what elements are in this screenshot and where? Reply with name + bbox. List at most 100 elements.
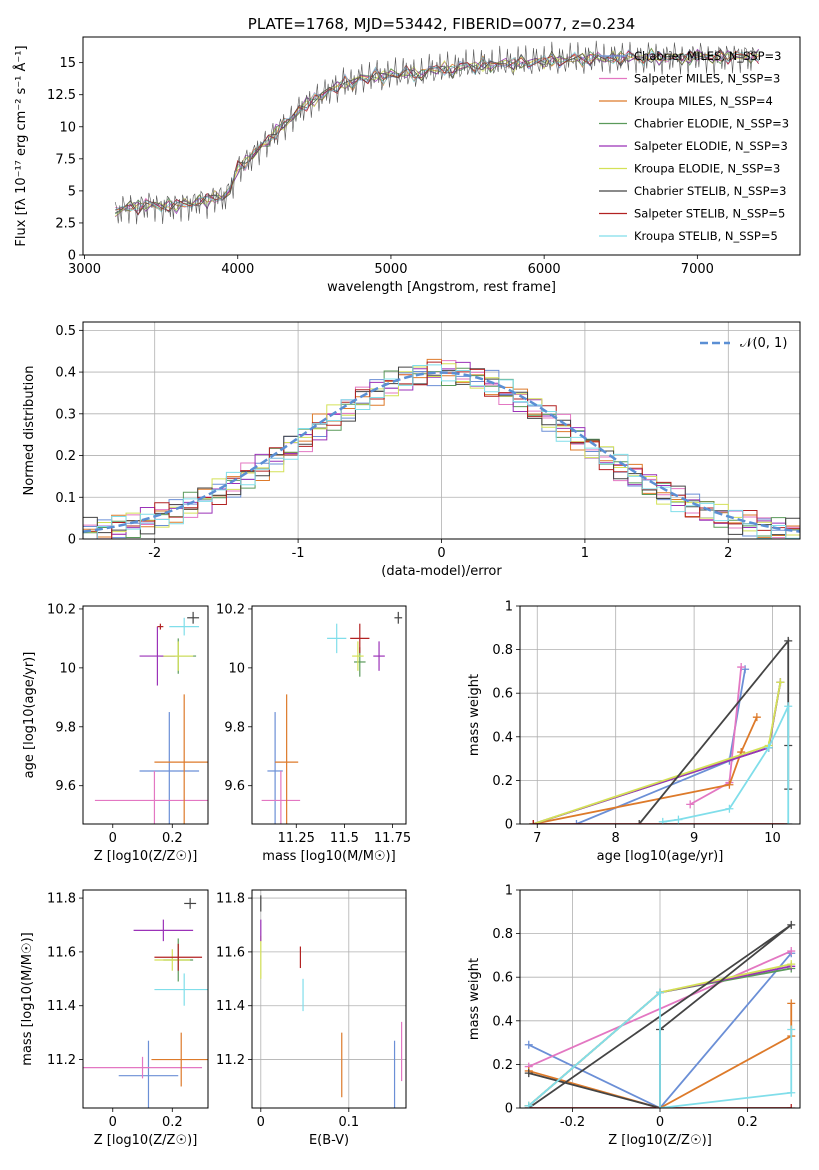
- spectrum-model-line: [115, 49, 759, 216]
- x-axis-label: Z [log10(Z/Z☉)]: [608, 1133, 712, 1148]
- y-axis-label: mass [log10(M/M☉)]: [20, 932, 35, 1065]
- mass-weight-line: [533, 716, 758, 824]
- x-tick-label: -0.2: [560, 1115, 585, 1130]
- x-axis-label: Z [log10(Z/Z☉)]: [94, 1133, 198, 1148]
- legend-label: Chabrier MILES, N_SSP=3: [634, 49, 781, 63]
- error-bar-point: [350, 623, 370, 654]
- y-tick-label: 0.6: [492, 971, 513, 986]
- y-tick-label: 0.1: [55, 491, 76, 506]
- y-tick-label: 5: [68, 184, 76, 199]
- y-tick-label: 0: [505, 1102, 513, 1117]
- x-tick-label: 0.2: [162, 831, 183, 846]
- x-tick-label: 0: [109, 831, 117, 846]
- y-tick-label: 0.8: [492, 927, 513, 942]
- y-tick-label: 9.8: [224, 720, 245, 735]
- error-bar-point: [184, 898, 197, 909]
- y-tick-label: 0.6: [492, 687, 513, 702]
- y-tick-label: 9.6: [224, 779, 245, 794]
- mass-weight-marker: [524, 1101, 533, 1108]
- y-axis-label: age [log10(age/yr)]: [22, 652, 37, 779]
- axes-frame: [251, 605, 407, 825]
- y-tick-label: 11.8: [216, 892, 245, 907]
- error-bar-point: [394, 611, 403, 624]
- y-tick-label: 0.4: [55, 366, 76, 381]
- x-tick-label: 11.5: [330, 831, 359, 846]
- axes-frame: [519, 889, 801, 1109]
- y-tick-label: 0.2: [55, 449, 76, 464]
- y-axis-label: mass weight: [467, 958, 482, 1040]
- y-tick-label: 0: [505, 818, 513, 833]
- y-tick-label: 0.3: [55, 407, 76, 422]
- x-tick-label: 0: [656, 1115, 664, 1130]
- panel-3: 0 0.2 9.6 9.8 10 10.2 Z [log10(Z/Z☉)] age [log1…: [22, 602, 209, 864]
- error-bar-point: [154, 949, 191, 971]
- plot-area: [83, 898, 208, 1108]
- legend-label: 𝒩(0, 1): [740, 336, 787, 351]
- plot-area: [524, 920, 796, 1108]
- y-tick-label: 15: [59, 56, 76, 71]
- mass-weight-line: [689, 666, 743, 806]
- x-axis-label: wavelength [Angstrom, rest frame]: [327, 280, 556, 295]
- x-axis-label: E(B-V): [309, 1133, 349, 1148]
- y-tick-label: 11.6: [47, 945, 76, 960]
- mass-weight-marker: [787, 1088, 796, 1097]
- y-tick-label: 0.4: [492, 730, 513, 745]
- x-tick-label: 7000: [681, 262, 714, 277]
- error-bar-point: [373, 641, 385, 671]
- y-tick-label: 10: [59, 120, 76, 135]
- mass-weight-marker: [787, 960, 796, 969]
- normal-curve: [83, 371, 800, 533]
- mass-weight-marker: [725, 804, 734, 813]
- plot-area: [94, 611, 208, 824]
- error-bar-point: [169, 617, 200, 636]
- mass-weight-marker: [787, 920, 796, 929]
- y-tick-label: 11.8: [47, 892, 76, 907]
- y-tick-label: 2.5: [55, 216, 76, 231]
- axes-frame: [82, 605, 209, 825]
- x-tick-label: 7: [533, 831, 541, 846]
- error-bar-point: [327, 623, 347, 654]
- error-bar-point: [187, 611, 200, 624]
- mass-weight-marker: [524, 1040, 533, 1049]
- y-tick-label: 0.4: [492, 1014, 513, 1029]
- plot-area: [114, 40, 759, 225]
- y-tick-label: 1: [505, 600, 513, 615]
- x-tick-label: 0: [257, 1115, 265, 1130]
- y-tick-label: 0.5: [55, 324, 76, 339]
- x-tick-label: 0: [109, 1115, 117, 1130]
- mass-weight-marker: [686, 800, 695, 809]
- legend-label: Kroupa ELODIE, N_SSP=3: [634, 162, 780, 176]
- legend-label: Salpeter STELIB, N_SSP=5: [634, 207, 785, 221]
- panel-2: -2 -1 0 1 2 0 0.1 0.2 0.3 0.4 0.5 (data-model)/erro…: [22, 321, 801, 579]
- panel-4: 11.25 11.5 11.75 9.6 9.8 10 10.2 mass [log10(M/…: [216, 602, 411, 864]
- plot-area: [529, 636, 793, 824]
- axes-frame: [82, 36, 801, 256]
- y-tick-label: 11.6: [216, 945, 245, 960]
- error-bar-point: [139, 712, 200, 824]
- x-axis-label: mass [log10(M/M☉)]: [262, 849, 395, 864]
- x-tick-label: -1: [292, 546, 305, 561]
- y-tick-label: 9.8: [55, 720, 76, 735]
- x-tick-label: 11.75: [374, 831, 411, 846]
- x-tick-label: 0.1: [338, 1115, 359, 1130]
- y-axis-label: Flux [fλ 10⁻¹⁷ erg cm⁻² s⁻¹ Å⁻¹]: [13, 45, 29, 246]
- error-bar-point: [275, 694, 299, 824]
- error-bar-point: [157, 623, 164, 630]
- mass-weight-line: [528, 990, 793, 1108]
- y-tick-label: 7.5: [55, 152, 76, 167]
- y-tick-label: 11.2: [47, 1053, 76, 1068]
- error-bar-point: [261, 770, 301, 824]
- y-tick-label: 0.2: [492, 774, 513, 789]
- mass-weight-line: [638, 638, 790, 824]
- y-tick-label: 0: [68, 533, 76, 548]
- error-bar-point: [94, 770, 208, 824]
- mass-weight-marker: [752, 713, 761, 722]
- error-bar-point: [133, 919, 194, 942]
- plot-area: [83, 358, 800, 539]
- y-tick-label: 10.2: [216, 602, 245, 617]
- legend: Chabrier MILES, N_SSP=3 Salpeter MILES, N…: [599, 49, 789, 243]
- x-tick-label: 6000: [528, 262, 561, 277]
- error-bar-point: [151, 1032, 208, 1087]
- axes-frame: [82, 321, 801, 540]
